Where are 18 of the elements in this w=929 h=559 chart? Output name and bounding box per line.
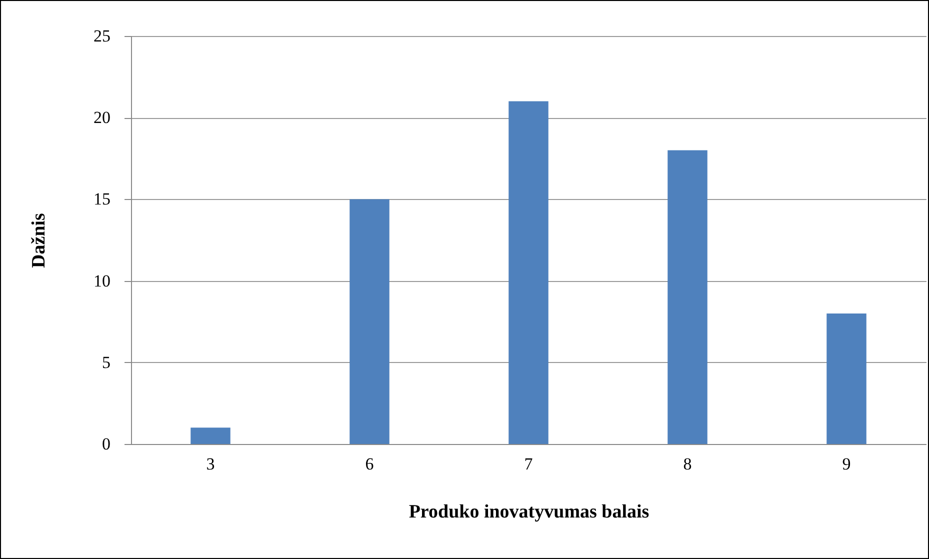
x-tick-label: 7	[524, 454, 534, 474]
x-axis-title: Produko inovatyvumas balais	[408, 502, 650, 522]
bar	[190, 428, 230, 444]
y-tick-label: 25	[94, 26, 110, 46]
bar	[826, 313, 866, 444]
y-axis-title: Dažnis	[28, 213, 50, 268]
bar	[508, 101, 548, 444]
bar	[350, 199, 390, 444]
y-tick-label: 0	[102, 434, 110, 454]
y-tick-label: 15	[94, 190, 110, 209]
y-tick-label: 20	[94, 108, 110, 128]
bar	[668, 150, 708, 444]
x-tick-label: 8	[683, 454, 692, 474]
x-tick-label: 9	[842, 454, 851, 474]
x-tick-label: 6	[365, 454, 374, 474]
x-tick-label: 3	[206, 454, 215, 474]
y-tick-label: 5	[102, 352, 110, 372]
y-tick-label: 10	[94, 271, 110, 290]
